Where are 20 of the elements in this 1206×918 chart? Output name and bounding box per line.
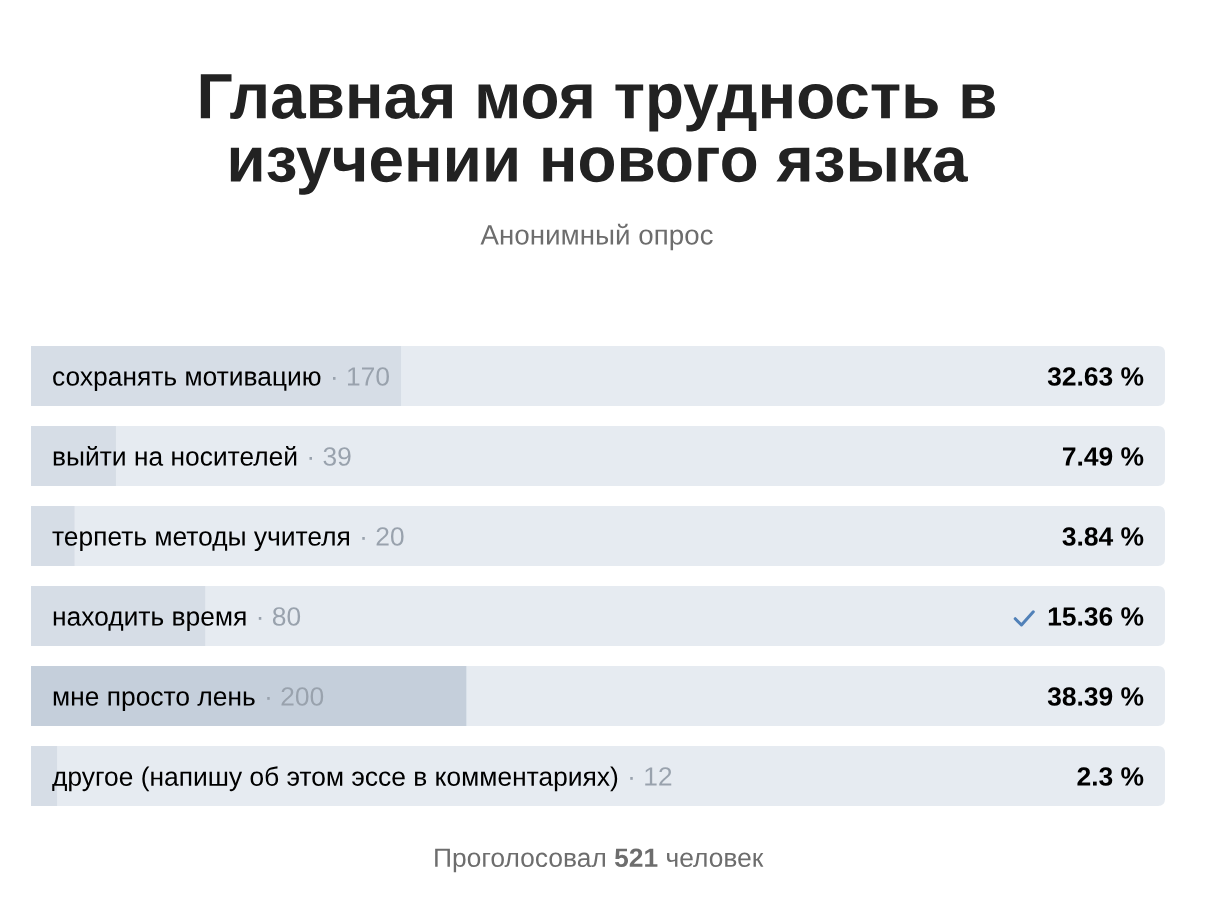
annotation: · 80 [258,607,301,626]
annotation: · 20 [362,527,404,546]
annotation: · 12 [630,767,672,786]
data-label: 3.84 % [1062,527,1144,546]
y-tick-label: другое (напишу об этом эссе в комментариях) [52,766,618,792]
data-label: 32.63 % [1047,367,1144,386]
annotation: · 39 [309,447,351,466]
annotation: · 170 [333,367,389,386]
chart-title: Главная моя трудность в изучении нового языка [200,74,995,195]
text: Проголосовал 521 человек [435,848,764,873]
y-tick-label: терпеть методы учителя [52,531,349,552]
y-tick-label: сохранять мотивацию [53,371,321,392]
data-label: 7.49 % [1062,447,1144,466]
y-tick-label: мне просто лень [53,691,255,712]
data-label: 2.3 % [1077,767,1144,786]
data-label: 15.36 % [1048,607,1144,626]
data-label: 38.39 % [1047,687,1144,706]
y-tick-label: находить время [53,611,246,632]
chart-subtitle: Анонимный опрос [480,223,713,251]
y-tick-label: выйти на носителей [53,445,297,466]
